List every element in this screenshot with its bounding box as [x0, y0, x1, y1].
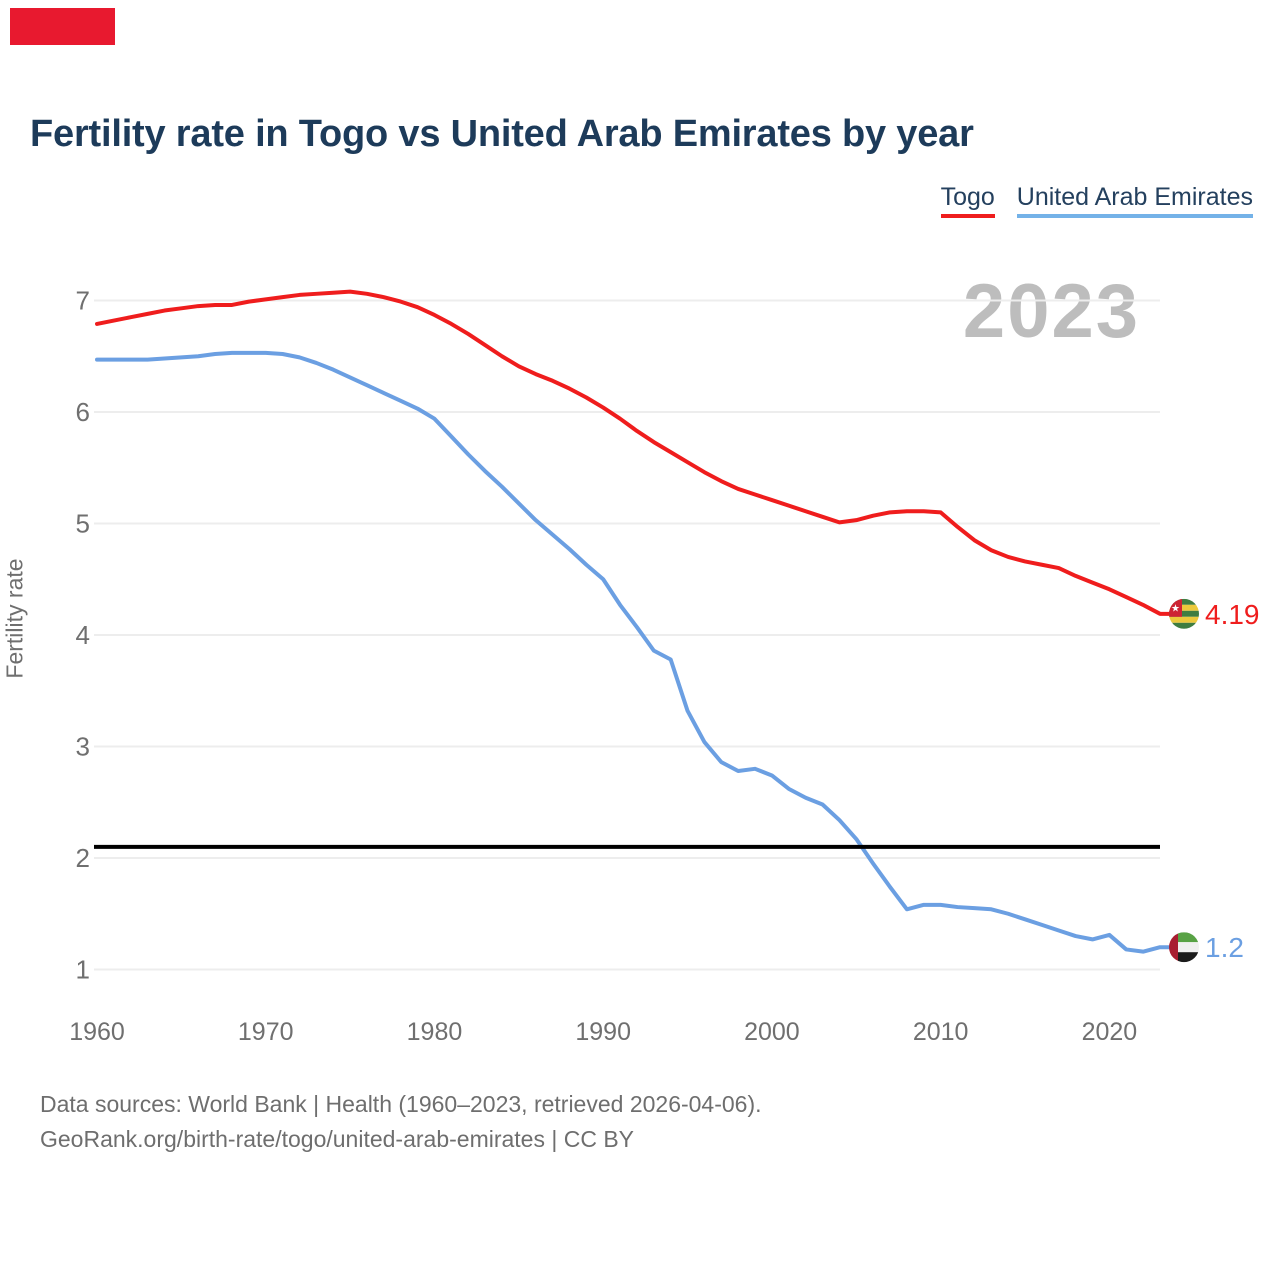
legend-label-togo: Togo — [940, 183, 995, 211]
togo-end-value-label: 4.19 — [1205, 599, 1260, 630]
legend: Togo United Arab Emirates — [940, 183, 1253, 218]
uae-flag-icon — [1169, 932, 1199, 963]
svg-text:1980: 1980 — [407, 1018, 463, 1046]
svg-text:1960: 1960 — [69, 1018, 125, 1046]
footer-url[interactable]: GeoRank.org/birth-rate/togo/united-arab-… — [40, 1126, 635, 1152]
togo-flag-icon: ★ — [1169, 598, 1199, 629]
legend-item-uae[interactable]: United Arab Emirates — [1016, 183, 1253, 218]
svg-text:1970: 1970 — [238, 1018, 294, 1046]
legend-label-uae: United Arab Emirates — [1016, 183, 1253, 211]
svg-text:★: ★ — [1171, 604, 1180, 615]
legend-underline-togo — [940, 214, 995, 218]
svg-text:7: 7 — [76, 286, 90, 316]
svg-text:2000: 2000 — [744, 1018, 800, 1046]
footer-sources: Data sources: World Bank | Health (1960–… — [40, 1091, 762, 1117]
svg-text:1: 1 — [76, 955, 90, 985]
svg-text:1990: 1990 — [575, 1018, 631, 1046]
svg-text:2: 2 — [76, 843, 90, 873]
svg-text:3: 3 — [76, 732, 90, 762]
togo-series-line[interactable] — [95, 289, 1171, 616]
svg-text:2020: 2020 — [1082, 1018, 1138, 1046]
svg-text:2010: 2010 — [913, 1018, 969, 1046]
svg-text:6: 6 — [76, 397, 90, 427]
gridlines — [94, 299, 1160, 971]
uae-series-line[interactable] — [95, 350, 1171, 954]
logo-block[interactable] — [10, 8, 115, 45]
y-axis-tick-labels: 1 2 3 4 5 6 7 — [76, 286, 90, 985]
year-watermark: 2023 — [962, 269, 1140, 354]
legend-item-togo[interactable]: Togo — [940, 183, 995, 218]
uae-end-value-label: 1.2 — [1205, 932, 1244, 963]
legend-underline-uae — [1016, 214, 1253, 218]
svg-text:4: 4 — [76, 620, 90, 650]
svg-text:5: 5 — [76, 509, 90, 539]
x-axis-tick-labels: 1960 1970 1980 1990 2000 2010 2020 — [69, 1018, 1137, 1046]
page-title: Fertility rate in Togo vs United Arab Em… — [30, 113, 974, 155]
footer: Data sources: World Bank | Health (1960–… — [40, 1087, 762, 1157]
